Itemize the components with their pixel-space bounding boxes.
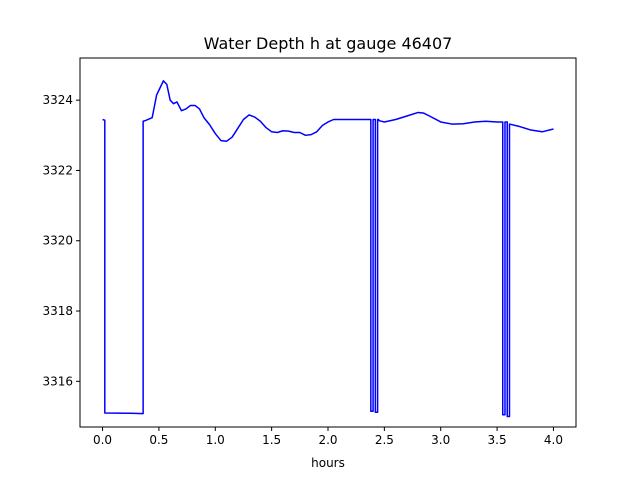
- y-tick-label: 3324: [42, 93, 73, 107]
- plot-area: [102, 80, 554, 418]
- y-tick-label: 3318: [42, 304, 73, 318]
- y-tick-label: 3316: [42, 374, 73, 388]
- x-tick-label: 1.0: [206, 433, 225, 447]
- y-tick-label: 3322: [42, 163, 73, 177]
- x-tick-label: 1.5: [262, 433, 281, 447]
- x-tick-label: 0.5: [149, 433, 168, 447]
- y-tick-label: 3320: [42, 234, 73, 248]
- x-tick-label: 4.0: [544, 433, 563, 447]
- axes-frame: [79, 57, 577, 428]
- x-tick-label: 2.5: [375, 433, 394, 447]
- axis-ticks: 0.0 0.5 1.0 1.5 2.0 2.5 3.0 3.5 4.0 3316 3318 3320 3…: [42, 93, 563, 447]
- x-tick-label: 3.5: [488, 433, 507, 447]
- x-tick-label: 3.0: [431, 433, 450, 447]
- chart-title: Water Depth h at gauge 46407: [204, 34, 453, 53]
- series-line-0: [102, 80, 554, 418]
- x-tick-label: 2.0: [318, 433, 337, 447]
- x-tick-label: 0.0: [93, 433, 112, 447]
- x-axis-label: hours: [311, 456, 345, 470]
